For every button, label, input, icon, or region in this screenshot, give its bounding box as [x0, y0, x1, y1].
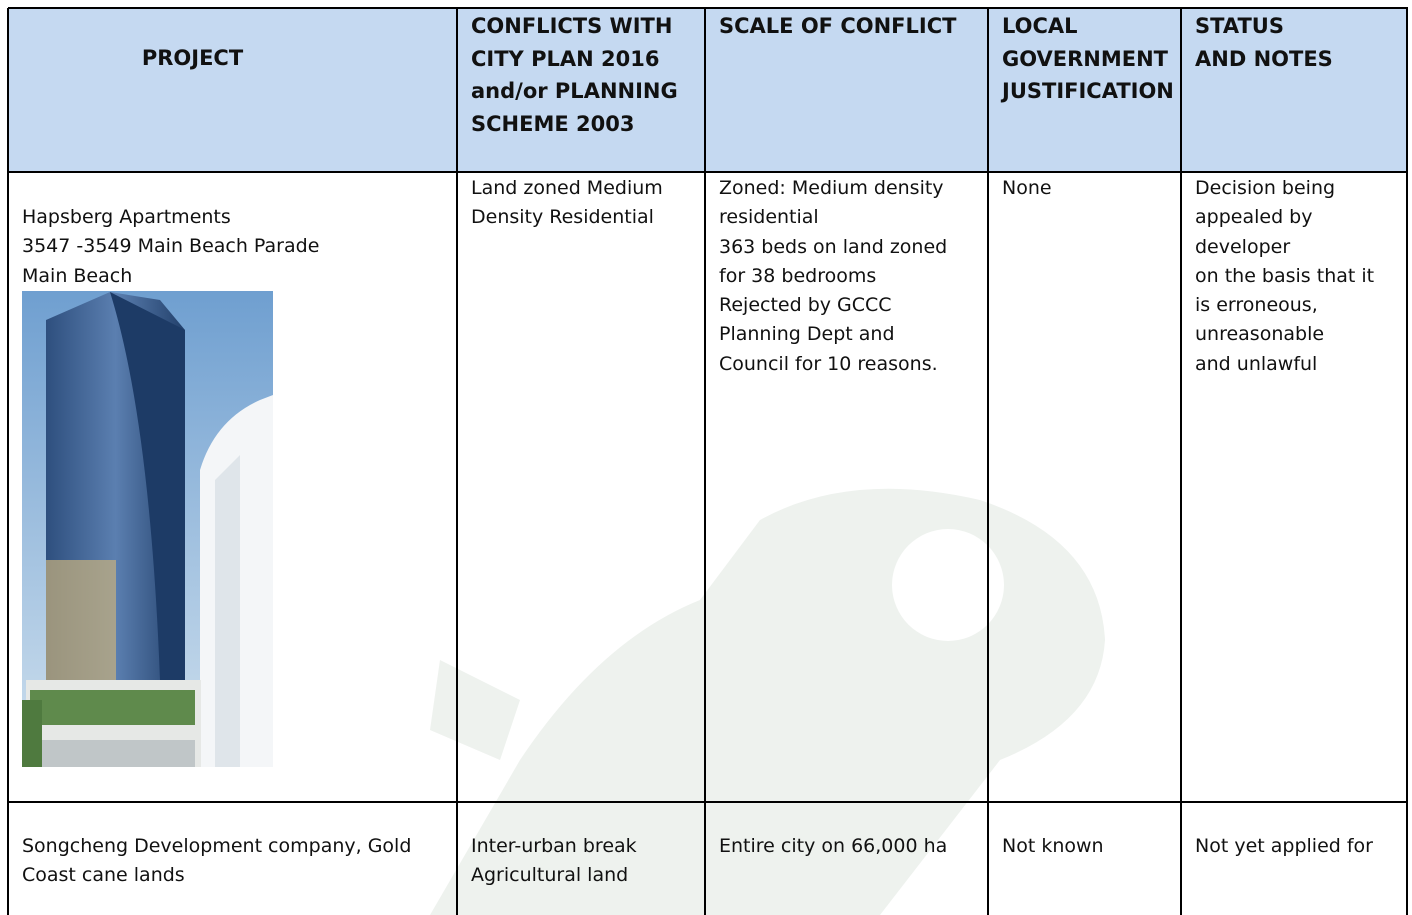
column-border: [1406, 8, 1408, 915]
header-cell: STATUS AND NOTES: [1181, 10, 1407, 75]
row-border: [8, 801, 1408, 803]
cell-text: Council for 10 reasons.: [719, 352, 938, 375]
column-border: [456, 8, 458, 915]
cell-text: SCALE OF CONFLICT: [719, 14, 957, 38]
cell-text: Entire city on 66,000 ha: [719, 835, 948, 857]
cell-text: AND NOTES: [1195, 46, 1333, 71]
cell-text: 3547 -3549 Main Beach Parade: [22, 235, 320, 258]
cell-text: Zoned: Medium density: [719, 177, 944, 199]
column-border: [1180, 8, 1182, 915]
cell-text: Not yet applied for: [1195, 835, 1373, 857]
cell-text: for 38 bedrooms: [719, 264, 877, 287]
cell-text: Hapsberg Apartments: [22, 206, 231, 228]
cell-text: Agricultural land: [471, 864, 629, 887]
cell-text: 363 beds on land zoned: [719, 235, 948, 258]
cell-text: and/or PLANNING: [471, 79, 678, 103]
body-cell: Entire city on 66,000 ha: [705, 832, 988, 861]
cell-text: residential: [719, 206, 819, 229]
cell-text: Coast cane lands: [22, 864, 185, 887]
cell-text: CONFLICTS WITH: [471, 14, 673, 38]
cell-text: Songcheng Development company, Gold: [22, 835, 412, 857]
body-cell: Inter-urban break Agricultural land: [457, 832, 705, 891]
header-background: [8, 8, 1407, 172]
header-cell: CONFLICTS WITH CITY PLAN 2016 and/or PLANN…: [457, 10, 705, 140]
cell-text: PROJECT: [141, 46, 244, 70]
cell-text: appealed by: [1195, 206, 1313, 229]
cell-text: SCHEME 2003: [471, 111, 635, 136]
cell-text: unreasonable: [1195, 323, 1325, 346]
body-cell: Not known: [988, 832, 1181, 861]
cell-text: Rejected by GCCC: [719, 294, 892, 317]
body-cell: Decision being appealed by developer on the…: [1181, 174, 1407, 379]
cell-text: CITY PLAN 2016: [471, 46, 660, 71]
body-cell: Land zoned Medium Density Residential: [457, 174, 705, 233]
body-cell: None: [988, 174, 1181, 203]
body-cell: Not yet applied for: [1181, 832, 1407, 861]
building-photo: [22, 291, 273, 767]
cell-text: Main Beach: [22, 264, 133, 287]
cell-text: Density Residential: [471, 206, 654, 229]
row-border: [8, 171, 1408, 173]
cell-text: Decision being: [1195, 177, 1336, 199]
cell-text: Inter-urban break: [471, 835, 637, 857]
cell-text: JUSTIFICATION: [1002, 79, 1174, 103]
cell-text: on the basis that it: [1195, 264, 1375, 287]
row-border: [8, 7, 1408, 9]
cell-text: and unlawful: [1195, 352, 1318, 375]
column-border: [987, 8, 989, 915]
cell-text: GOVERNMENT: [1002, 46, 1169, 71]
column-border: [7, 8, 9, 915]
cell-text: Land zoned Medium: [471, 177, 663, 199]
cell-text: None: [1002, 177, 1052, 199]
cell-text: LOCAL: [1002, 14, 1078, 38]
cell-text: Not known: [1002, 835, 1104, 857]
body-cell: Hapsberg Apartments 3547 -3549 Main Beach…: [8, 203, 457, 291]
column-border: [704, 8, 706, 915]
cell-text: STATUS: [1195, 14, 1284, 38]
cell-text: Planning Dept and: [719, 323, 895, 346]
body-cell: Songcheng Development company, Gold Coast…: [8, 832, 457, 891]
header-cell: SCALE OF CONFLICT: [705, 10, 988, 43]
header-cell: LOCAL GOVERNMENT JUSTIFICATION: [988, 10, 1181, 108]
cell-text: is erroneous,: [1195, 294, 1318, 317]
body-cell: Zoned: Medium density residential 363 beds…: [705, 174, 988, 379]
cell-text: developer: [1195, 235, 1291, 258]
header-cell: PROJECT: [8, 42, 457, 75]
